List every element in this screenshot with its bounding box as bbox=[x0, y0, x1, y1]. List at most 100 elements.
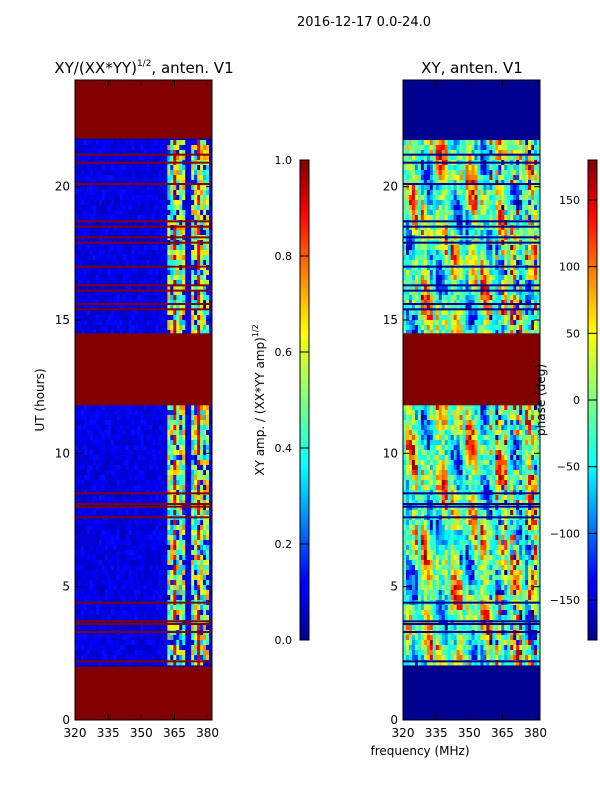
amplitude-cell bbox=[126, 260, 129, 265]
amplitude-cell bbox=[146, 270, 149, 275]
amplitude-cell bbox=[102, 470, 105, 475]
amplitude-cell bbox=[173, 195, 176, 200]
amplitude-cell bbox=[185, 580, 188, 585]
amplitude-cell bbox=[90, 205, 93, 210]
amplitude-cell bbox=[146, 320, 149, 325]
amplitude-cell bbox=[123, 205, 126, 210]
amplitude-cell bbox=[170, 270, 173, 275]
amplitude-cell bbox=[105, 205, 108, 210]
amplitude-cell bbox=[135, 205, 138, 210]
amplitude-cell bbox=[185, 625, 188, 630]
amplitude-cell bbox=[158, 645, 161, 650]
phase-cell bbox=[510, 165, 513, 170]
amplitude-cell bbox=[96, 190, 99, 195]
amplitude-cell bbox=[129, 640, 132, 645]
amplitude-cell bbox=[176, 215, 179, 220]
amplitude-cell bbox=[129, 550, 132, 555]
phase-cell bbox=[442, 165, 445, 170]
amplitude-cell bbox=[90, 250, 93, 255]
amplitude-cell bbox=[167, 450, 170, 455]
amplitude-cell bbox=[120, 645, 123, 650]
amplitude-cell bbox=[138, 320, 141, 325]
amplitude-cell bbox=[158, 170, 161, 175]
amplitude-cell bbox=[176, 255, 179, 260]
amplitude-cell bbox=[179, 580, 182, 585]
amplitude-cell bbox=[117, 635, 120, 640]
phase-cell bbox=[466, 165, 469, 170]
amplitude-cell bbox=[191, 420, 194, 425]
amplitude-cell bbox=[120, 635, 123, 640]
amplitude-cell bbox=[188, 445, 191, 450]
amplitude-cell bbox=[99, 175, 102, 180]
amplitude-cell bbox=[161, 430, 164, 435]
amplitude-cell bbox=[117, 295, 120, 300]
amplitude-cell bbox=[164, 420, 167, 425]
amplitude-cell bbox=[99, 570, 102, 575]
amplitude-cell bbox=[78, 535, 81, 540]
amplitude-cell bbox=[149, 485, 152, 490]
amplitude-cell bbox=[146, 315, 149, 320]
amplitude-cell bbox=[188, 435, 191, 440]
phase-cell bbox=[454, 185, 457, 190]
amplitude-cell bbox=[96, 585, 99, 590]
amplitude-cell bbox=[194, 140, 197, 145]
amplitude-cell bbox=[176, 270, 179, 275]
amplitude-cell bbox=[185, 590, 188, 595]
amplitude-cell bbox=[176, 485, 179, 490]
amplitude-cell bbox=[99, 535, 102, 540]
amplitude-cell bbox=[129, 465, 132, 470]
amplitude-cell bbox=[138, 410, 141, 415]
amplitude-cell bbox=[173, 480, 176, 485]
amplitude-cell bbox=[78, 570, 81, 575]
amplitude-cell bbox=[84, 310, 87, 315]
amplitude-cell bbox=[138, 175, 141, 180]
phase-cell bbox=[480, 175, 483, 180]
phase-cell bbox=[415, 200, 418, 205]
amplitude-cell bbox=[173, 440, 176, 445]
amplitude-cell bbox=[96, 535, 99, 540]
amplitude-cell bbox=[90, 455, 93, 460]
amplitude-cell bbox=[144, 595, 147, 600]
amplitude-cell bbox=[200, 195, 203, 200]
amplitude-cell bbox=[185, 140, 188, 145]
phase-cell bbox=[466, 195, 469, 200]
phase-cell bbox=[516, 155, 519, 160]
amplitude-cell bbox=[141, 425, 144, 430]
amplitude-cell bbox=[99, 545, 102, 550]
amplitude-cell bbox=[191, 585, 194, 590]
amplitude-cell bbox=[108, 190, 111, 195]
amplitude-cell bbox=[173, 430, 176, 435]
amplitude-cell bbox=[203, 155, 206, 160]
amplitude-cell bbox=[96, 435, 99, 440]
amplitude-cell bbox=[114, 255, 117, 260]
amplitude-cell bbox=[111, 170, 114, 175]
amplitude-cell bbox=[78, 580, 81, 585]
amplitude-cell bbox=[75, 325, 78, 330]
amplitude-cell bbox=[87, 190, 90, 195]
phase-cell bbox=[415, 190, 418, 195]
phase-cell bbox=[531, 195, 534, 200]
amplitude-cell bbox=[191, 410, 194, 415]
amplitude-cell bbox=[75, 250, 78, 255]
amplitude-cell bbox=[87, 560, 90, 565]
amplitude-cell bbox=[141, 275, 144, 280]
phase-cell bbox=[507, 170, 510, 175]
amplitude-cell bbox=[203, 495, 206, 500]
amplitude-cell bbox=[158, 215, 161, 220]
amplitude-cell bbox=[191, 170, 194, 175]
amplitude-cell bbox=[111, 580, 114, 585]
amplitude-cell bbox=[99, 605, 102, 610]
amplitude-cell bbox=[146, 520, 149, 525]
amplitude-cell bbox=[78, 645, 81, 650]
phase-cell bbox=[507, 190, 510, 195]
phase-cell bbox=[504, 145, 507, 150]
amplitude-cell bbox=[185, 485, 188, 490]
amplitude-cell bbox=[114, 550, 117, 555]
amplitude-cell bbox=[185, 190, 188, 195]
amplitude-cell bbox=[75, 255, 78, 260]
amplitude-flagged-line bbox=[75, 290, 212, 292]
amplitude-cell bbox=[173, 215, 176, 220]
amplitude-cell bbox=[164, 595, 167, 600]
amplitude-cell bbox=[90, 320, 93, 325]
amplitude-cell bbox=[149, 520, 152, 525]
